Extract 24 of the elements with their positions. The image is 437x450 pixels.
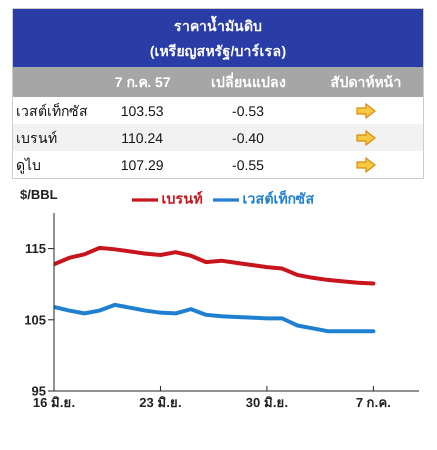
text: สัปดาห์หน้า <box>329 73 402 92</box>
line-series <box>54 246 376 286</box>
legend-label: เวสต์เท็กซัส <box>242 190 314 207</box>
y-axis-title: $/BBL <box>20 187 58 202</box>
text: -0.53 <box>231 102 265 120</box>
text: ราคาน้ำมันดิบ <box>173 14 263 36</box>
text: เปลี่ยนแปลง <box>210 71 287 92</box>
text: 107.29 <box>120 156 165 174</box>
text: 110.24 <box>120 128 164 148</box>
text: 7 ก.ค. 57 <box>114 73 172 92</box>
text: 103.53 <box>120 102 165 120</box>
y-tick-label: 115 <box>25 241 46 256</box>
text: -0.55 <box>231 156 265 174</box>
line-series <box>54 302 376 334</box>
text: เบรนท์ <box>15 128 58 148</box>
x-tick-label: 30 มิ.ย. <box>246 395 288 410</box>
text: -0.40 <box>231 128 265 148</box>
x-tick-label: 7 ก.ค. <box>356 395 391 410</box>
legend-label: เบรนท์ <box>162 190 202 207</box>
text: เวสต์เท็กซัส <box>15 102 89 120</box>
x-tick-label: 23 มิ.ย. <box>139 395 182 410</box>
y-tick-label: 105 <box>24 312 46 328</box>
text: ดูไบ <box>15 156 42 176</box>
text: (เหรียญสหรัฐ/บาร์เรล) <box>148 42 288 62</box>
